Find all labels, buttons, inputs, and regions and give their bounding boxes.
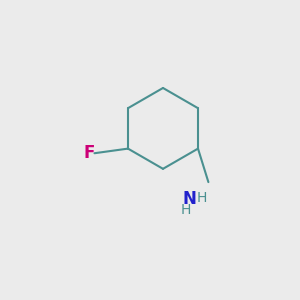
Text: F: F xyxy=(83,144,94,162)
Text: H: H xyxy=(180,203,190,217)
Text: N: N xyxy=(183,190,196,208)
Text: H: H xyxy=(196,191,207,205)
